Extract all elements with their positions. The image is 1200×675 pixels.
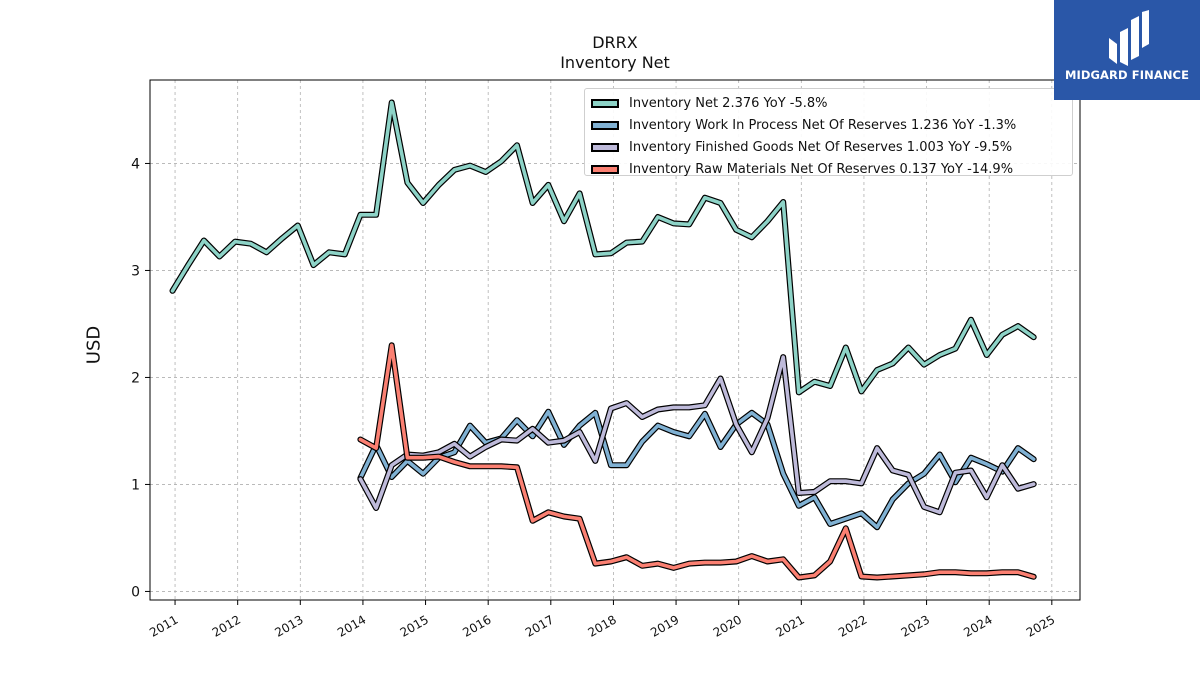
x-tick-label: 2020 [711, 612, 744, 639]
series-line-3 [358, 343, 1036, 580]
x-tick-label: 2019 [648, 612, 681, 639]
legend-swatch-work-in-process [591, 120, 619, 130]
x-tick-label: 2016 [460, 612, 493, 639]
legend-item-inventory-net: Inventory Net 2.376 YoY -5.8% [591, 92, 1072, 114]
legend-label-finished-goods: Inventory Finished Goods Net Of Reserves… [629, 139, 1013, 155]
x-tick-label: 2011 [147, 612, 180, 639]
legend-swatch-finished-goods [591, 142, 619, 152]
series-line-1 [358, 409, 1036, 530]
chart-title-metric: Inventory Net [560, 53, 670, 72]
x-tick-label: 2018 [585, 612, 618, 639]
series-line-0 [170, 100, 1036, 395]
y-tick-label: 3 [131, 263, 140, 279]
chart-title-ticker: DRRX [592, 33, 638, 52]
y-tick-label: 0 [131, 584, 140, 600]
legend-swatch-inventory-net [591, 98, 619, 108]
legend-item-work-in-process: Inventory Work In Process Net Of Reserve… [591, 114, 1072, 136]
legend-swatch-raw-materials [591, 164, 619, 174]
legend-item-finished-goods: Inventory Finished Goods Net Of Reserves… [591, 136, 1072, 158]
y-axis-label: USD [83, 325, 105, 365]
x-tick-label: 2024 [961, 612, 994, 639]
x-tick-label: 2013 [272, 612, 305, 639]
y-tick-label: 4 [131, 156, 140, 172]
series-line-2 [358, 355, 1036, 515]
x-tick-label: 2025 [1024, 612, 1057, 639]
midgard-finance-logo: MIDGARD FINANCE [1054, 0, 1200, 100]
x-tick-label: 2014 [335, 612, 368, 639]
x-tick-label: 2012 [210, 612, 243, 639]
x-tick-label: 2021 [773, 612, 806, 639]
x-tick-label: 2015 [398, 612, 431, 639]
y-tick-label: 2 [131, 370, 140, 386]
legend-label-work-in-process: Inventory Work In Process Net Of Reserve… [629, 117, 1017, 133]
logo-text: MIDGARD FINANCE [1064, 68, 1190, 82]
midgard-logo-icon [1109, 10, 1149, 66]
chart-legend: Inventory Net 2.376 YoY -5.8% Inventory … [584, 88, 1073, 177]
legend-label-raw-materials: Inventory Raw Materials Net Of Reserves … [629, 161, 1014, 177]
plot-frame [149, 79, 1081, 601]
legend-item-raw-materials: Inventory Raw Materials Net Of Reserves … [591, 158, 1072, 180]
x-tick-label: 2023 [899, 612, 932, 639]
legend-label-inventory-net: Inventory Net 2.376 YoY -5.8% [629, 95, 828, 111]
x-tick-label: 2022 [836, 612, 869, 639]
x-tick-label: 2017 [523, 612, 556, 639]
y-tick-label: 1 [131, 477, 140, 493]
